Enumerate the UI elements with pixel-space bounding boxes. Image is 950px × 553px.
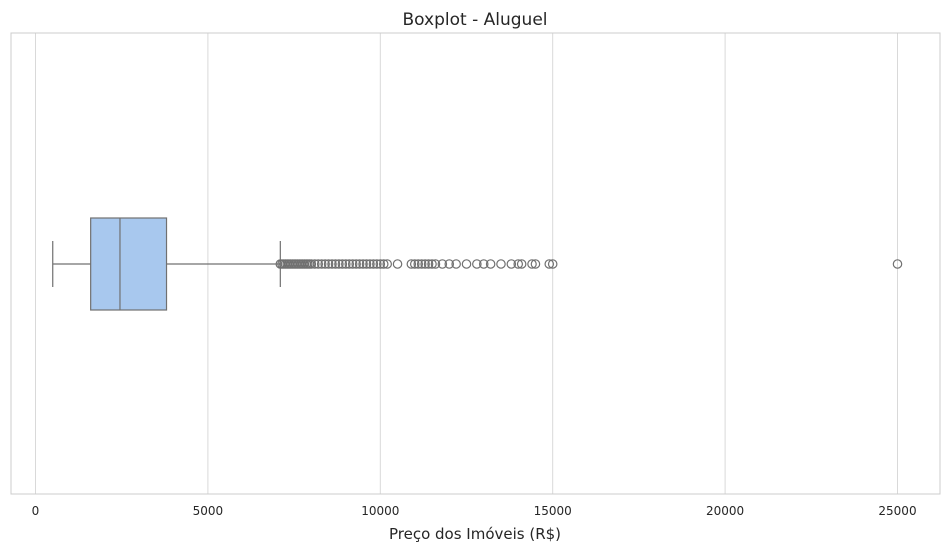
outlier-point xyxy=(544,259,555,269)
outlier-point xyxy=(444,259,455,269)
outlier-point xyxy=(513,259,524,269)
outlier-point xyxy=(368,259,379,269)
outlier-point xyxy=(427,259,437,269)
outlier-point xyxy=(547,259,558,269)
outlier-point xyxy=(375,259,386,269)
x-tick-label: 10000 xyxy=(361,504,399,518)
x-axis-label: Preço dos Imóveis (R$) xyxy=(389,525,561,543)
x-tick-label: 0 xyxy=(32,504,40,518)
outlier-point xyxy=(392,259,403,269)
outlier-point xyxy=(316,259,327,269)
x-tick-label: 5000 xyxy=(193,504,224,518)
outlier-point xyxy=(437,259,448,269)
outlier-point xyxy=(423,259,434,269)
outlier-point xyxy=(365,259,375,269)
outlier-point xyxy=(372,259,382,269)
outlier-point xyxy=(485,259,496,269)
outlier-point xyxy=(323,259,334,269)
outlier-point xyxy=(320,259,330,269)
outliers-group xyxy=(275,259,903,269)
outlier-point xyxy=(313,259,324,269)
chart-title: Boxplot - Aluguel xyxy=(403,10,548,30)
outlier-point xyxy=(420,259,430,269)
outlier-point xyxy=(506,259,517,269)
outlier-point xyxy=(327,259,337,269)
box-group xyxy=(52,217,281,311)
x-tick-label: 25000 xyxy=(878,504,916,518)
outlier-point xyxy=(347,259,358,269)
outlier-point xyxy=(344,259,355,269)
outlier-point xyxy=(416,259,427,269)
x-tick-label: 15000 xyxy=(534,504,572,518)
outlier-point xyxy=(892,259,903,269)
outlier-point xyxy=(527,259,537,269)
outlier-point xyxy=(461,259,472,269)
iqr-box xyxy=(90,217,168,311)
outlier-point xyxy=(451,259,461,269)
outlier-point xyxy=(334,259,344,269)
outlier-point xyxy=(406,259,417,269)
outlier-point xyxy=(409,259,420,269)
grid-lines xyxy=(35,33,898,494)
outlier-point xyxy=(530,259,541,269)
outlier-point xyxy=(337,259,348,269)
outlier-point xyxy=(516,259,527,269)
outlier-point xyxy=(413,259,424,269)
outlier-point xyxy=(309,259,320,269)
plot-frame xyxy=(10,32,941,495)
outlier-point xyxy=(382,259,392,269)
outlier-point xyxy=(361,259,372,269)
x-axis-ticks: 0 5000 10000 15000 20000 25000 xyxy=(32,504,917,518)
outlier-point xyxy=(330,259,341,269)
outlier-point xyxy=(478,259,489,269)
outlier-point xyxy=(358,259,368,269)
outlier-point xyxy=(354,259,365,269)
x-tick-label: 20000 xyxy=(706,504,744,518)
outlier-point xyxy=(430,259,441,269)
outlier-point xyxy=(378,259,389,269)
outlier-point xyxy=(496,259,506,269)
outlier-point xyxy=(472,259,482,269)
outlier-point xyxy=(351,259,361,269)
outlier-point xyxy=(306,259,317,269)
outlier-point xyxy=(341,259,351,269)
